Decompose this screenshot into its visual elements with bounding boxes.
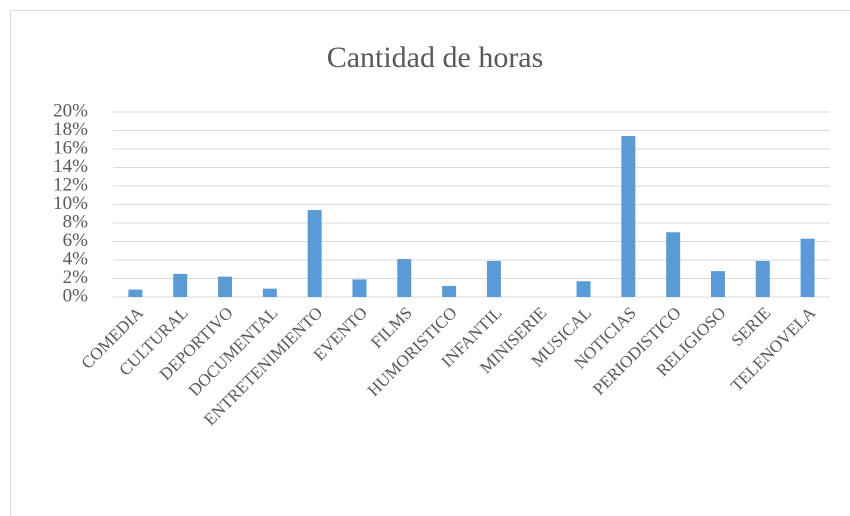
chart-title: Cantidad de horas <box>327 41 544 74</box>
y-tick-label: 10% <box>53 193 88 214</box>
bar <box>442 285 457 297</box>
y-tick-label: 6% <box>63 230 89 251</box>
y-tick-label: 8% <box>63 211 89 232</box>
bar <box>128 289 143 297</box>
bar <box>800 238 815 297</box>
y-tick-label: 12% <box>53 174 88 195</box>
bar <box>755 260 770 297</box>
y-tick-label: 2% <box>63 267 89 288</box>
bar <box>397 259 412 297</box>
bar <box>352 279 367 297</box>
y-tick-label: 14% <box>53 156 88 177</box>
chart-frame <box>10 10 850 516</box>
bar <box>486 260 501 297</box>
bar <box>710 271 725 297</box>
y-tick-label: 16% <box>53 137 88 158</box>
bar <box>262 288 277 297</box>
bar <box>218 276 233 297</box>
bar <box>621 136 636 297</box>
bar <box>307 210 322 297</box>
bar <box>173 273 188 297</box>
bar <box>666 232 681 297</box>
bar <box>576 281 591 297</box>
y-tick-label: 0% <box>63 285 89 306</box>
y-tick-label: 18% <box>53 119 88 140</box>
y-tick-label: 4% <box>63 248 89 269</box>
y-tick-label: 20% <box>53 100 88 121</box>
